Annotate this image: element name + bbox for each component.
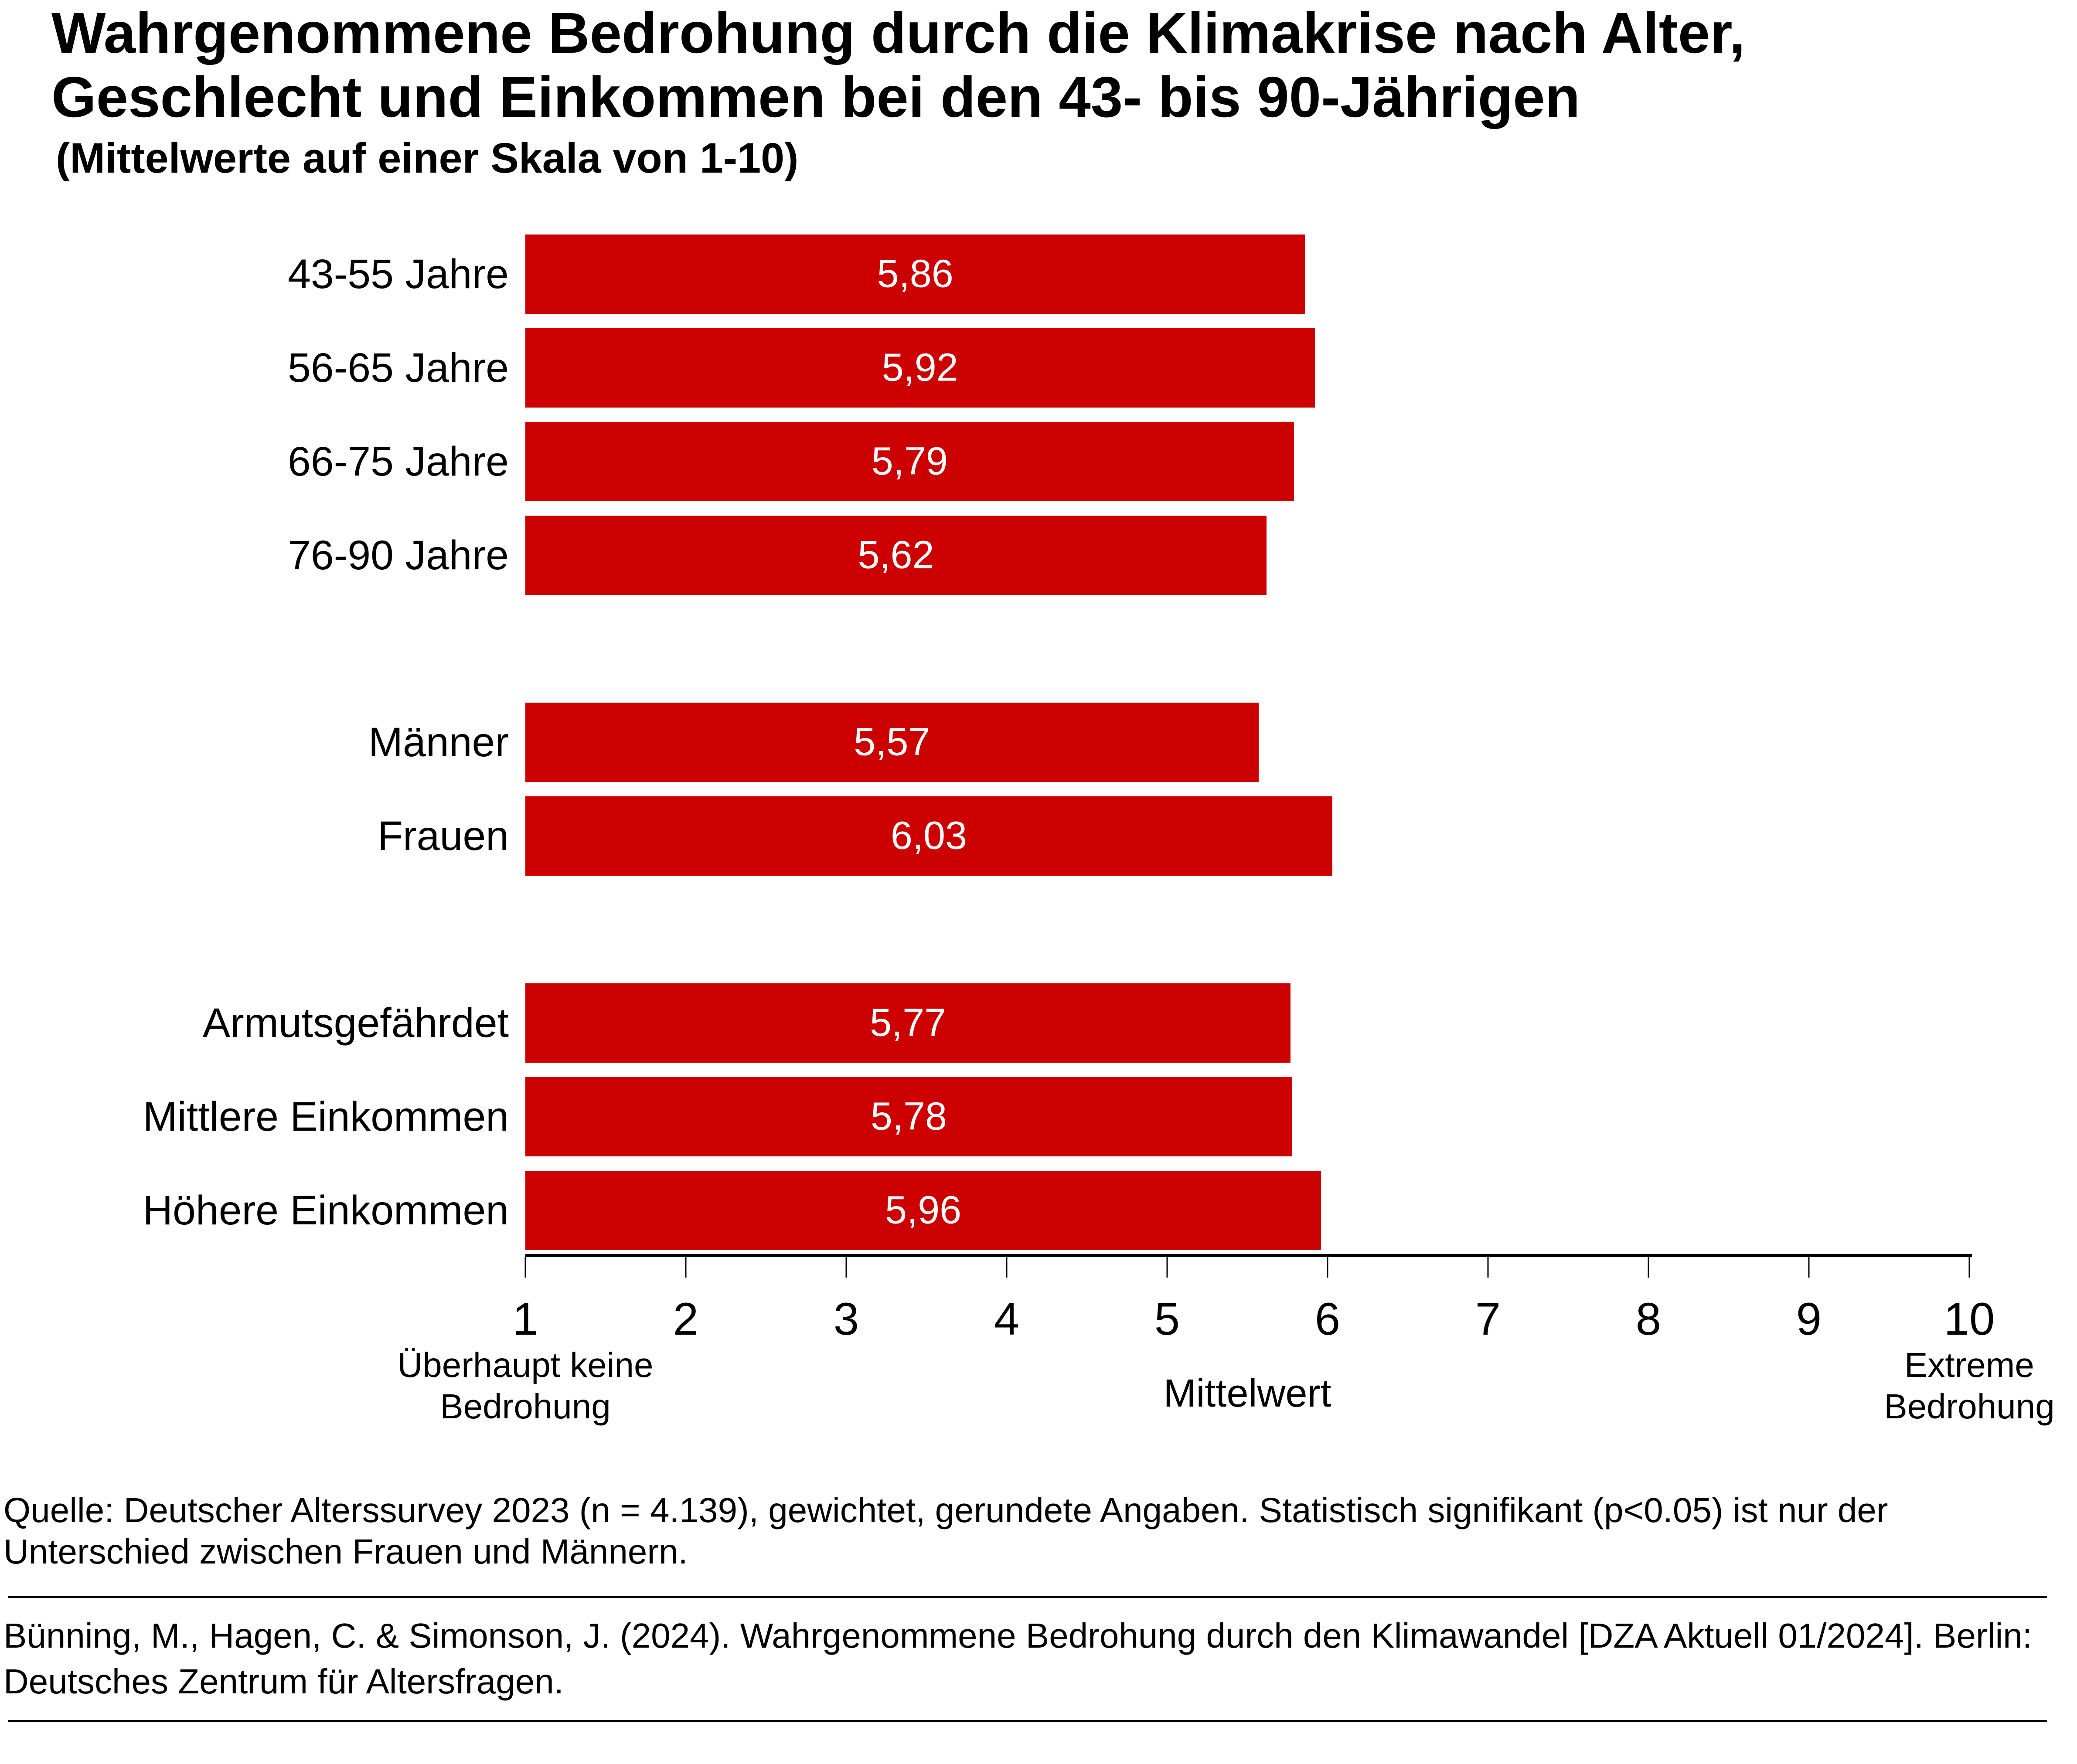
axis-tick-label: 5 — [1154, 1294, 1180, 1345]
bar: 5,79 — [525, 422, 1294, 501]
axis-tick — [1327, 1257, 1328, 1278]
bar: 6,03 — [525, 796, 1333, 876]
category-label: Mittlere Einkommen — [143, 1093, 509, 1140]
chart-title-line1: Wahrgenommene Bedrohung durch die Klimak… — [51, 1, 1745, 65]
bar: 5,92 — [525, 328, 1315, 408]
bar-value-label: 5,77 — [870, 1001, 947, 1045]
axis-tick — [1166, 1257, 1168, 1278]
bar-row: 76-90 Jahre 5,62 — [0, 516, 2077, 595]
bar-value-label: 5,57 — [854, 720, 930, 764]
axis-tick — [685, 1257, 687, 1278]
chart-title-line2: Geschlecht und Einkommen bei den 43- bis… — [51, 65, 1580, 129]
axis-tick-label: 3 — [833, 1294, 859, 1345]
axis-tick-label: 2 — [673, 1294, 699, 1345]
category-label: Höhere Einkommen — [143, 1187, 509, 1234]
bar-value-label: 5,62 — [858, 533, 934, 577]
separator-line-top — [8, 1596, 2047, 1598]
x-axis-title: Mittelwert — [1163, 1372, 1331, 1415]
bar-value-label: 5,78 — [870, 1094, 947, 1139]
axis-tick — [1648, 1257, 1649, 1278]
bar-row: Mittlere Einkommen 5,78 — [0, 1077, 2077, 1156]
bar-track: 5,92 — [525, 328, 1969, 408]
category-label: 76-90 Jahre — [287, 532, 509, 578]
bar-value-label: 6,03 — [890, 814, 967, 858]
axis-tick-label: 7 — [1475, 1294, 1501, 1345]
category-label: Frauen — [377, 812, 509, 859]
bar-track: 5,57 — [525, 703, 1969, 782]
bar-value-label: 5,96 — [885, 1188, 962, 1232]
bar: 5,77 — [525, 983, 1291, 1063]
axis-tick — [1808, 1257, 1810, 1278]
bar: 5,96 — [525, 1171, 1321, 1250]
bar-track: 5,79 — [525, 422, 1969, 501]
axis-tick — [1487, 1257, 1489, 1278]
chart-subtitle: (Mittelwerte auf einer Skala von 1-10) — [56, 134, 799, 182]
bar: 5,57 — [525, 703, 1259, 782]
x-axis-line — [525, 1254, 1972, 1257]
axis-tick — [1968, 1257, 1970, 1278]
axis-tick — [1006, 1257, 1008, 1278]
bar: 5,78 — [525, 1077, 1293, 1156]
bar-row: Männer 5,57 — [0, 703, 2077, 782]
axis-tick — [845, 1257, 847, 1278]
separator-line-bottom — [8, 1720, 2047, 1722]
bar: 5,86 — [525, 235, 1305, 314]
axis-tick-label: 9 — [1796, 1294, 1822, 1345]
category-label: 66-75 Jahre — [287, 438, 509, 485]
x-axis-caption-max: Extreme Bedrohung — [1884, 1346, 2055, 1426]
bar-track: 5,86 — [525, 235, 1969, 314]
bar-track: 5,96 — [525, 1171, 1969, 1250]
bar: 5,62 — [525, 516, 1267, 595]
category-label: 56-65 Jahre — [287, 344, 509, 391]
bar-row: Höhere Einkommen 5,96 — [0, 1171, 2077, 1250]
bar-track: 5,77 — [525, 983, 1969, 1063]
axis-tick-label: 8 — [1635, 1294, 1662, 1345]
axis-tick — [524, 1257, 526, 1278]
bar-row: 66-75 Jahre 5,79 — [0, 422, 2077, 501]
bar-row: Armutsgefährdet 5,77 — [0, 983, 2077, 1063]
axis-tick-label: 1 — [512, 1294, 538, 1345]
bar-row: 43-55 Jahre 5,86 — [0, 235, 2077, 314]
category-label: Armutsgefährdet — [202, 999, 509, 1046]
category-label: 43-55 Jahre — [287, 251, 509, 297]
bar-value-label: 5,79 — [871, 439, 948, 483]
bar-row: Frauen 6,03 — [0, 796, 2077, 876]
bar-track: 5,62 — [525, 516, 1969, 595]
x-axis-caption-min: Überhaupt keine Bedrohung — [397, 1346, 654, 1426]
axis-tick-label: 4 — [994, 1294, 1020, 1345]
bar-chart: 43-55 Jahre 5,86 56-65 Jahre 5,92 66-75 Jahr… — [0, 235, 2077, 1250]
bar-track: 5,78 — [525, 1077, 1969, 1156]
chart-title: Wahrgenommene Bedrohung durch die Klimak… — [51, 1, 1745, 129]
bar-value-label: 5,86 — [877, 252, 953, 296]
axis-tick-label: 10 — [1944, 1294, 1995, 1345]
bar-value-label: 5,92 — [882, 346, 958, 390]
source-note: Quelle: Deutscher Alterssurvey 2023 (n =… — [3, 1491, 1888, 1571]
axis-tick-label: 6 — [1314, 1294, 1341, 1345]
citation: Bünning, M., Hagen, C. & Simonson, J. (2… — [3, 1616, 2032, 1701]
category-label: Männer — [368, 719, 509, 765]
bar-row: 56-65 Jahre 5,92 — [0, 328, 2077, 408]
bar-track: 6,03 — [525, 796, 1969, 876]
